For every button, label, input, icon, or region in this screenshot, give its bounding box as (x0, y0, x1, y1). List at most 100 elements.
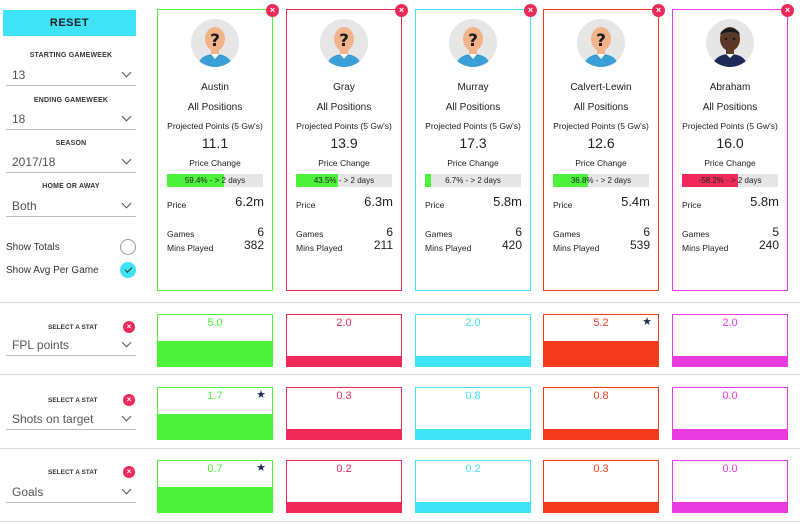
remove-player-icon[interactable]: × (266, 4, 279, 17)
stat-cell: 0.0 (672, 460, 788, 513)
ending-gameweek-select[interactable]: 18 (6, 108, 136, 130)
select-stat-label: SELECT A STAT (48, 469, 98, 476)
projected-points-value: 11.1 (201, 135, 229, 151)
mins-played-value: 420 (501, 238, 522, 252)
remove-player-icon[interactable]: × (524, 4, 537, 17)
price-change-fill (296, 174, 338, 187)
svg-text:?: ? (596, 31, 606, 51)
player-name: Austin (201, 82, 229, 93)
divider (0, 374, 800, 375)
select-stat-label: SELECT A STAT (48, 324, 98, 331)
games-label: Games (425, 229, 453, 239)
price-value: 6.3m (364, 194, 393, 209)
price-change-bar: 6.7% - > 2 days (425, 174, 521, 187)
mins-played-value: 382 (243, 238, 264, 252)
stat-fill-bar (673, 355, 787, 366)
projected-points-value: 17.3 (459, 135, 487, 151)
season-value: 2017/18 (12, 154, 56, 169)
stat-fill-bar (287, 428, 401, 439)
stat-cell: 5.0 (157, 314, 273, 367)
chevron-down-icon (121, 198, 132, 209)
unknown-player-icon: ? (320, 19, 368, 67)
show-avg-toggle[interactable]: Show Avg Per Game (6, 260, 136, 280)
player-position: All Positions (702, 102, 758, 113)
stat-value: 0.8 (593, 390, 609, 402)
projected-points-label: Projected Points (5 Gw's) (553, 121, 649, 131)
projected-points-value: 12.6 (587, 135, 615, 151)
show-totals-toggle[interactable]: Show Totals (6, 237, 136, 257)
player-name: Calvert-Lewin (570, 82, 632, 93)
stat-value: 2.0 (336, 317, 352, 329)
games-label: Games (682, 229, 710, 239)
remove-player-icon[interactable]: × (781, 4, 794, 17)
price-change-fill (553, 174, 589, 187)
mins-played-value: 240 (758, 238, 779, 252)
reset-button[interactable]: RESET (3, 10, 136, 36)
stat-fill-bar (287, 501, 401, 512)
remove-stat-icon[interactable]: × (123, 466, 135, 478)
stat-value: 0.0 (722, 390, 738, 402)
remove-stat-icon[interactable]: × (123, 394, 135, 406)
price-change-text: 43.5% - > 2 days (313, 176, 375, 185)
divider (0, 302, 800, 303)
price-change-text: 6.7% - > 2 days (445, 176, 501, 185)
player-name: Abraham (709, 82, 751, 93)
price-change-fill (682, 174, 738, 187)
stat-fill-bar (158, 413, 272, 439)
projected-points-label: Projected Points (5 Gw's) (296, 121, 392, 131)
price-label: Price (167, 200, 187, 210)
starting-gameweek-select[interactable]: 13 (6, 64, 136, 86)
stat-fill-bar (544, 501, 658, 512)
price-change-label: Price Change (189, 158, 241, 168)
mins-played-label: Mins Played (553, 243, 600, 253)
projected-points-label: Projected Points (5 Gw's) (682, 121, 778, 131)
show-avg-label: Show Avg Per Game (6, 264, 99, 276)
projected-points-label: Projected Points (5 Gw's) (167, 121, 263, 131)
price-change-text: 59.4% - > 2 days (184, 176, 246, 185)
starting-gameweek-value: 13 (12, 67, 26, 82)
stat-value: 0.3 (593, 463, 609, 475)
stat-value: 0.2 (465, 463, 481, 475)
price-change-text: 36.8% - > 2 days (570, 176, 632, 185)
games-value: 5 (772, 225, 779, 239)
games-value: 6 (257, 225, 264, 239)
mins-played-label: Mins Played (296, 243, 343, 253)
stat-select[interactable]: Shots on target (6, 408, 136, 430)
stat-cell: 0.2 (286, 460, 402, 513)
divider (0, 448, 800, 449)
price-change-label: Price Change (704, 158, 756, 168)
player-card: ×? Calvert-Lewin All Positions Projected Po… (543, 4, 665, 291)
checkmark-icon[interactable] (120, 262, 136, 278)
stat-value: 0.0 (722, 463, 738, 475)
stat-select[interactable]: Goals (6, 481, 136, 503)
stat-select[interactable]: FPL points (6, 334, 136, 356)
remove-player-icon[interactable]: × (652, 4, 665, 17)
stat-fill-bar (416, 355, 530, 366)
price-label: Price (425, 200, 445, 210)
star-icon: ★ (256, 462, 266, 474)
projected-points-value: 13.9 (330, 135, 358, 151)
stat-value: 5.2 (593, 317, 609, 329)
stat-fill-bar (673, 501, 787, 512)
games-label: Games (296, 229, 324, 239)
remove-stat-icon[interactable]: × (123, 321, 135, 333)
stat-cell: 0.8 (415, 387, 531, 440)
stat-cell: 5.2 ★ (543, 314, 659, 367)
svg-text:?: ? (210, 31, 220, 51)
stat-cell: 0.3 (543, 460, 659, 513)
price-change-label: Price Change (447, 158, 499, 168)
mins-played-label: Mins Played (167, 243, 214, 253)
remove-player-icon[interactable]: × (395, 4, 408, 17)
season-select[interactable]: 2017/18 (6, 151, 136, 173)
stat-value: 0.8 (465, 390, 481, 402)
stat-value: 0.2 (336, 463, 352, 475)
radio-unchecked-icon[interactable] (120, 239, 136, 255)
player-card: ×? Murray All Positions Projected Points (5… (415, 4, 537, 291)
player-position: All Positions (187, 102, 243, 113)
ending-gameweek-label: ENDING GAMEWEEK (33, 97, 109, 104)
stat-select-value: FPL points (12, 337, 69, 352)
stat-value: 0.7 (207, 463, 223, 475)
stat-fill-bar (416, 501, 530, 512)
home-or-away-select[interactable]: Both (6, 195, 136, 217)
stat-fill-bar (158, 486, 272, 512)
